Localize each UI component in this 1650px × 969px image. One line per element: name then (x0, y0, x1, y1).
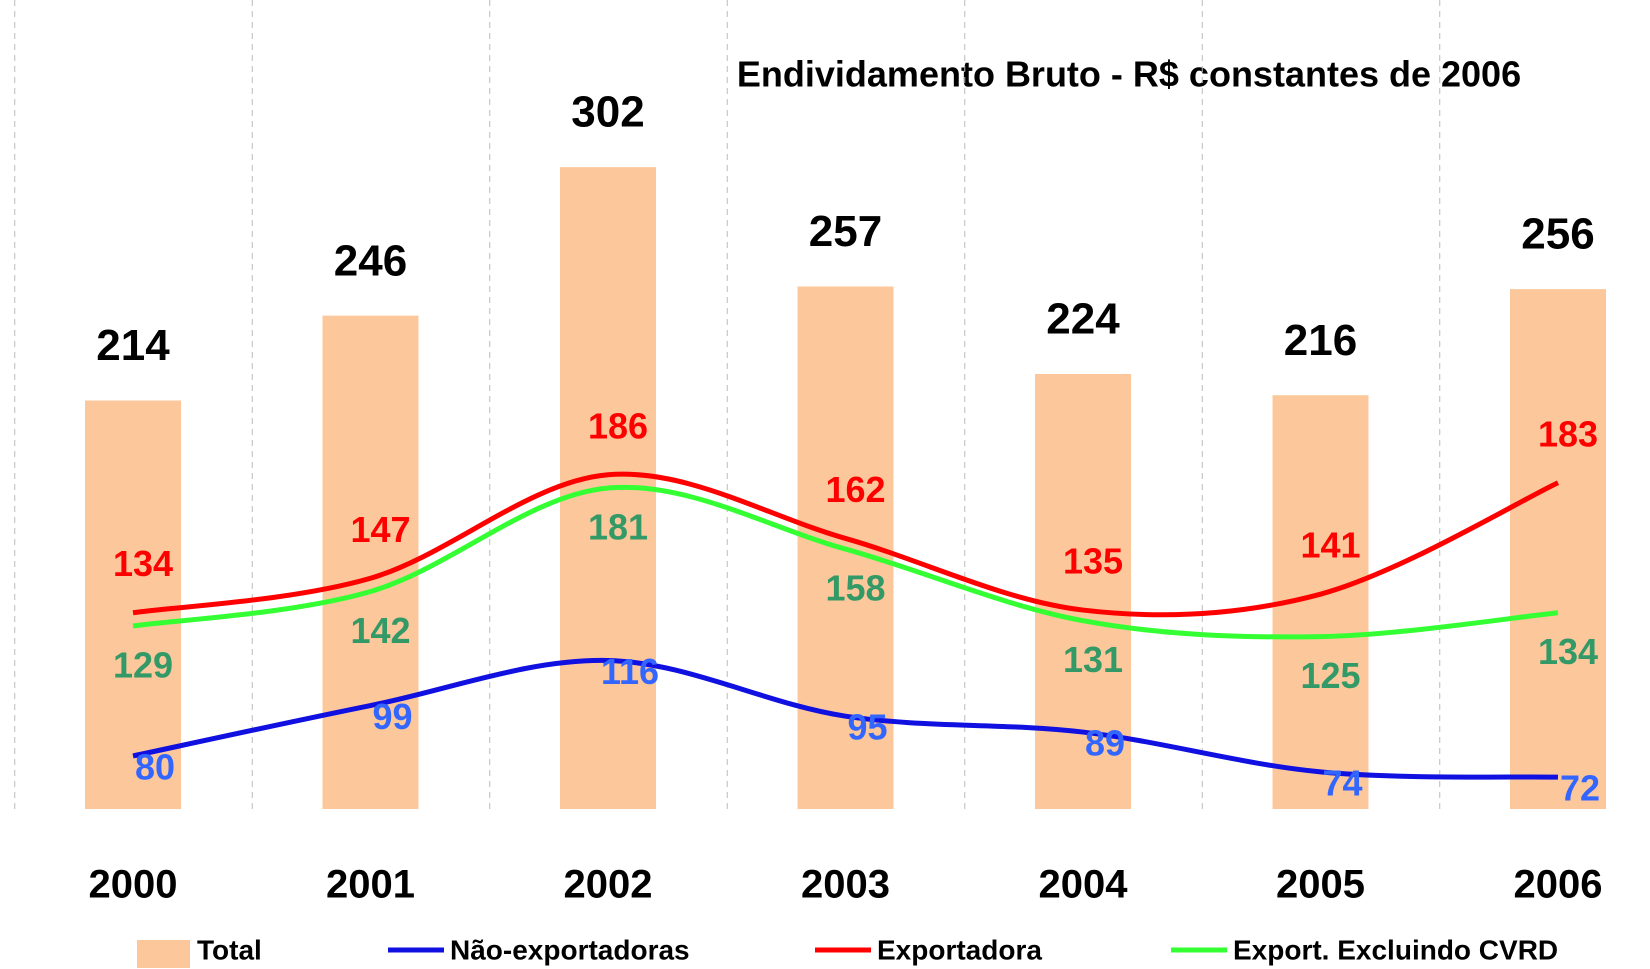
x-tick-label: 2005 (1276, 863, 1365, 907)
x-tick-label: 2002 (564, 863, 653, 907)
bar (322, 315, 419, 809)
bar-value-label: 302 (571, 88, 644, 137)
line-value-label: 99 (372, 696, 412, 737)
line-value-label: 183 (1538, 413, 1598, 454)
line-value-label: 95 (847, 707, 887, 748)
legend-label: Exportadora (877, 934, 1042, 965)
line-value-label: 147 (350, 509, 410, 550)
line-value-label: 134 (1538, 631, 1598, 672)
line-value-label: 131 (1063, 639, 1123, 680)
line (132, 484, 1559, 640)
legend-label: Não-exportadoras (450, 934, 690, 965)
bar (1510, 289, 1606, 809)
legend-swatch (137, 940, 190, 968)
line-value-label: 80 (135, 746, 175, 787)
legend-label: Export. Excluindo CVRD (1233, 934, 1558, 965)
line-value-label: 72 (1560, 768, 1600, 809)
x-tick-label: 2004 (1039, 863, 1129, 907)
bar-value-label: 214 (96, 321, 170, 370)
chart-title: Endividamento Bruto - R$ constantes de 2… (737, 54, 1521, 95)
line-value-label: 129 (113, 644, 173, 685)
bar (85, 400, 181, 809)
line-value-label: 125 (1300, 655, 1360, 696)
x-tick-label: 2006 (1514, 863, 1603, 907)
bar-value-label: 216 (1284, 316, 1357, 365)
x-tick-label: 2003 (801, 863, 890, 907)
line-value-label: 89 (1085, 723, 1125, 764)
line (132, 471, 1560, 618)
line-value-label: 186 (588, 405, 648, 446)
line-value-label: 74 (1322, 762, 1362, 803)
bar-value-label: 246 (334, 236, 407, 285)
line-value-label: 181 (588, 507, 648, 548)
x-tick-label: 2000 (89, 863, 178, 907)
line-value-label: 134 (113, 543, 173, 584)
bar-value-label: 257 (809, 207, 882, 256)
legend-label: Total (197, 934, 262, 965)
line-value-label: 162 (825, 469, 885, 510)
line-value-label: 141 (1300, 525, 1360, 566)
line-value-label: 116 (601, 651, 659, 692)
x-tick-label: 2001 (326, 863, 415, 907)
line-value-label: 158 (825, 568, 885, 609)
line (132, 657, 1559, 780)
bar-value-label: 256 (1521, 210, 1594, 259)
line-value-label: 135 (1063, 541, 1123, 582)
line-value-label: 142 (350, 610, 410, 651)
bar-value-label: 224 (1046, 295, 1120, 344)
